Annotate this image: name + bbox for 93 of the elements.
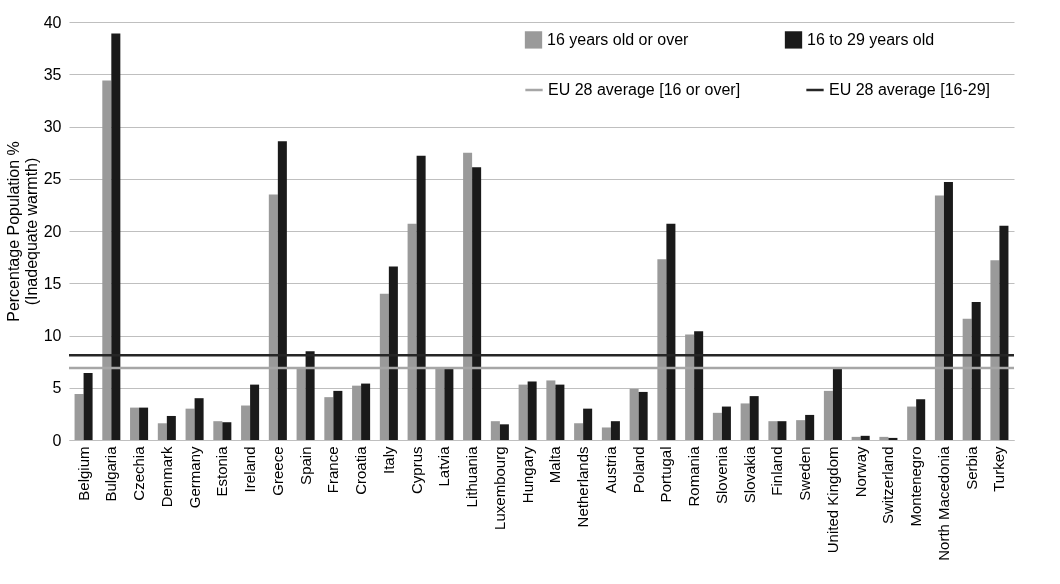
legend-label: EU 28 average [16 or over] [548,81,741,98]
x-tick-label: Luxembourg [490,446,508,530]
x-tick-label: Portugal [657,446,675,503]
x-tick-label: North Macedonia [934,445,952,561]
x-tick-label: Finland [768,446,786,496]
bar [879,436,889,440]
legend-label: 16 to 29 years old [807,30,935,48]
bar [527,381,537,440]
x-tick-label: Belgium [74,446,92,501]
bar [907,406,917,440]
y-tick-label: 0 [52,431,62,449]
x-tick-label: France [324,446,342,494]
x-tick-label: Croatia [352,445,370,495]
bar [555,384,565,440]
bar [444,368,454,440]
bar [610,421,620,440]
y-tick-label: 15 [43,274,62,292]
x-tick-label: Germany [185,446,203,509]
y-axis-title: Percentage Population % (Inadequate warmth) [4,141,40,322]
bar [888,437,898,440]
bar [860,435,870,440]
bar [213,421,223,440]
x-tick-label: Slovenia [712,445,730,505]
x-tick-label: Lithuania [463,445,481,508]
bar [166,415,176,440]
x-tick-label: Switzerland [879,446,897,525]
y-tick-label: 40 [43,13,62,31]
x-tick-label: Turkey [990,446,1008,492]
bar [777,421,787,440]
bar [768,421,778,440]
bar [805,414,815,440]
bar [250,384,260,440]
legend-label: 16 years old or over [547,30,690,48]
bar [194,398,204,440]
bar [749,396,759,440]
bar [574,423,584,440]
y-tick-label: 35 [43,65,62,83]
y-tick-label: 20 [43,222,62,240]
y-tick-label: 10 [43,327,62,344]
y-tick-label: 5 [52,379,62,397]
bar [638,391,648,440]
x-tick-label: Malta [546,445,564,484]
bar [832,368,842,440]
bar [851,436,861,440]
x-tick-label: Bulgaria [102,445,120,502]
bar [583,408,593,440]
bar [796,420,806,440]
bar [740,403,750,440]
bar [361,383,371,440]
x-tick-label: Italy [379,446,397,475]
legend-label: EU 28 average [16-29] [829,81,990,98]
x-tick-label: Serbia [962,445,980,490]
bar [546,380,556,440]
bar [712,412,722,440]
x-tick-label: United Kingdom [823,446,841,554]
x-tick-label: Cyprus [407,446,425,495]
x-tick-label: Greece [268,446,286,496]
bar [490,421,500,440]
x-tick-label: Romania [685,445,703,507]
bar [222,422,232,440]
bar [916,399,926,440]
x-tick-label: Spain [296,446,314,485]
x-tick-label: Latvia [435,445,453,487]
bar [139,407,149,440]
bar [601,427,611,440]
bar [333,390,343,440]
x-tick-label: Poland [629,446,647,494]
bar [518,384,528,440]
x-tick-label: Austria [601,445,619,494]
bar [185,408,195,440]
x-tick-label: Estonia [213,445,231,497]
bar [83,373,93,440]
bar [157,423,167,440]
x-tick-label: Netherlands [574,446,592,528]
bar [823,390,833,440]
x-tick-label: Slovakia [740,445,758,504]
bar [629,388,639,440]
x-tick-label: Montenegro [907,446,925,527]
x-tick-label: Norway [851,446,869,498]
bar [721,406,731,440]
bar [74,394,84,440]
y-tick-label: 25 [43,170,62,188]
bar [352,385,362,440]
y-tick-label: 30 [43,118,62,135]
x-tick-label: Denmark [157,446,175,508]
bar [241,405,251,440]
x-tick-label: Sweden [796,446,814,501]
x-tick-label: Czechia [130,445,148,501]
x-tick-label: Ireland [241,446,259,493]
bar [499,424,509,440]
bar [130,407,140,440]
x-tick-label: Hungary [518,446,536,504]
bar [324,397,334,440]
